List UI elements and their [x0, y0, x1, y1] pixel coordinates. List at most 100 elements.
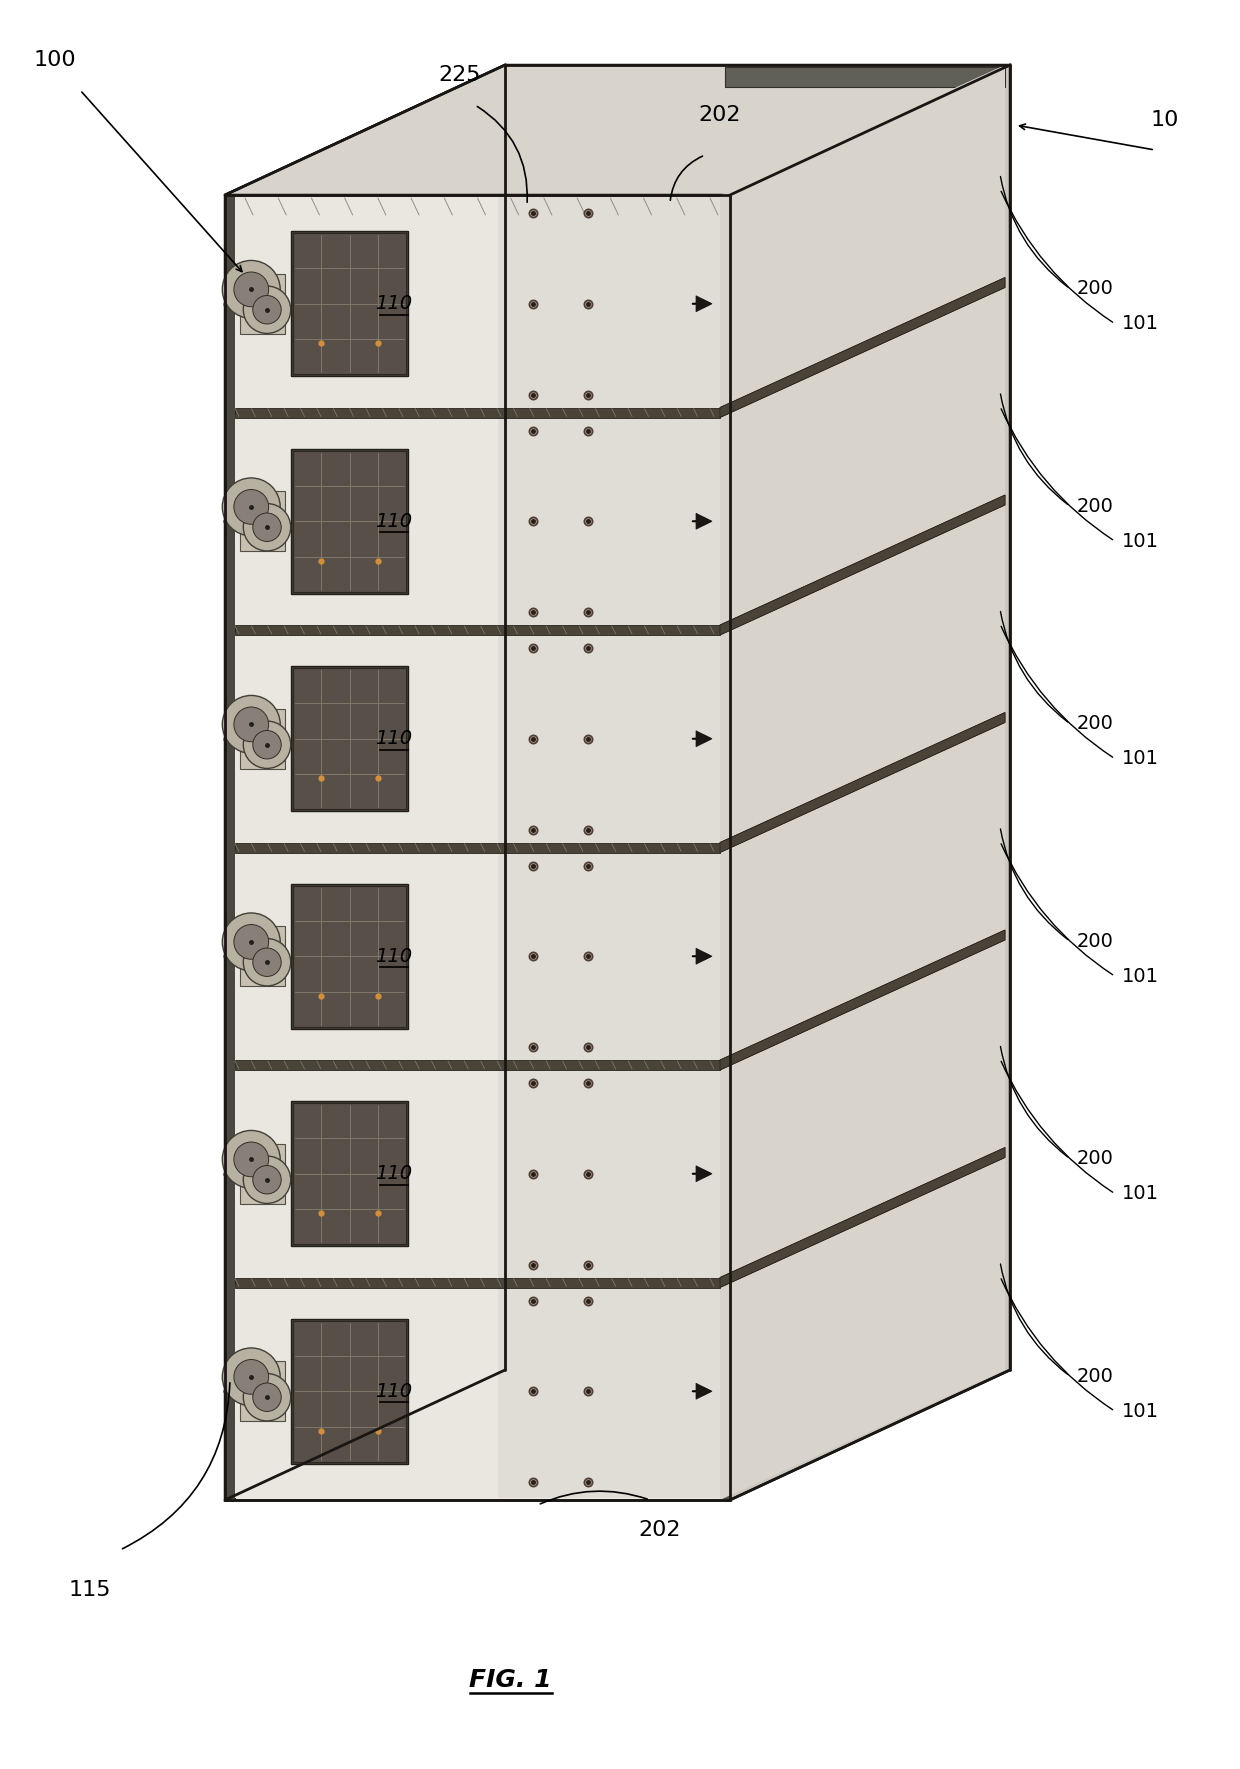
Circle shape: [253, 513, 281, 541]
Circle shape: [222, 1348, 280, 1406]
Text: 110: 110: [376, 511, 413, 531]
Polygon shape: [229, 196, 725, 218]
Polygon shape: [720, 722, 1004, 1060]
Polygon shape: [293, 1321, 407, 1461]
Text: 200: 200: [1076, 497, 1114, 517]
Circle shape: [222, 695, 280, 754]
Polygon shape: [497, 1067, 720, 1281]
Text: FIG. 1: FIG. 1: [469, 1668, 552, 1691]
Polygon shape: [696, 295, 712, 311]
Text: 110: 110: [376, 1382, 413, 1401]
Polygon shape: [236, 1284, 497, 1498]
Polygon shape: [224, 65, 1011, 195]
Polygon shape: [497, 1284, 720, 1498]
Text: 110: 110: [376, 946, 413, 966]
Circle shape: [243, 1157, 290, 1203]
Polygon shape: [696, 1166, 712, 1182]
Polygon shape: [236, 1060, 720, 1070]
Polygon shape: [236, 414, 497, 628]
Text: 101: 101: [1121, 1401, 1158, 1421]
Circle shape: [234, 490, 269, 524]
Text: 202: 202: [639, 1520, 681, 1541]
Polygon shape: [236, 1067, 497, 1281]
Polygon shape: [241, 1362, 285, 1421]
Text: 110: 110: [376, 1164, 413, 1183]
Circle shape: [253, 1166, 281, 1194]
Text: 100: 100: [33, 50, 77, 71]
Polygon shape: [720, 278, 1004, 417]
Circle shape: [253, 948, 281, 976]
Circle shape: [243, 1373, 290, 1421]
Polygon shape: [730, 65, 1011, 1500]
Text: 101: 101: [1121, 966, 1158, 985]
Text: 202: 202: [699, 104, 742, 126]
Polygon shape: [236, 842, 720, 853]
Text: 200: 200: [1076, 1150, 1114, 1168]
Circle shape: [253, 1383, 281, 1412]
Polygon shape: [720, 288, 1004, 624]
Polygon shape: [241, 492, 285, 552]
Polygon shape: [720, 713, 1004, 853]
Polygon shape: [236, 632, 497, 846]
Polygon shape: [720, 278, 1004, 417]
Polygon shape: [236, 849, 497, 1063]
Polygon shape: [224, 195, 730, 1500]
Polygon shape: [293, 1104, 407, 1244]
Text: 101: 101: [1121, 315, 1158, 333]
Text: 200: 200: [1076, 280, 1114, 299]
Text: 101: 101: [1121, 750, 1158, 768]
Circle shape: [222, 478, 280, 536]
Polygon shape: [293, 234, 407, 375]
Polygon shape: [696, 948, 712, 964]
Circle shape: [234, 925, 269, 959]
Polygon shape: [241, 274, 285, 334]
Polygon shape: [720, 713, 1004, 853]
Polygon shape: [291, 883, 408, 1030]
Polygon shape: [236, 1277, 720, 1288]
Circle shape: [243, 287, 290, 333]
Text: 200: 200: [1076, 715, 1114, 732]
Polygon shape: [725, 67, 1004, 87]
Circle shape: [222, 913, 280, 971]
Polygon shape: [720, 939, 1004, 1277]
Polygon shape: [497, 632, 720, 846]
Polygon shape: [291, 1100, 408, 1247]
Text: 225: 225: [439, 65, 481, 85]
Circle shape: [234, 708, 269, 741]
Polygon shape: [720, 495, 1004, 635]
Polygon shape: [696, 1383, 712, 1399]
Text: 115: 115: [68, 1580, 112, 1599]
Text: 110: 110: [376, 729, 413, 748]
Polygon shape: [720, 504, 1004, 842]
Polygon shape: [293, 669, 407, 810]
Circle shape: [253, 295, 281, 324]
Circle shape: [234, 1360, 269, 1394]
Circle shape: [234, 272, 269, 306]
Polygon shape: [497, 196, 720, 410]
Text: 200: 200: [1076, 1367, 1114, 1385]
Polygon shape: [224, 65, 505, 1500]
Circle shape: [243, 939, 290, 985]
Polygon shape: [291, 1318, 408, 1465]
Polygon shape: [720, 930, 1004, 1070]
Text: 10: 10: [1151, 110, 1179, 129]
Circle shape: [243, 722, 290, 768]
Polygon shape: [293, 886, 407, 1028]
Polygon shape: [696, 731, 712, 747]
Polygon shape: [236, 407, 720, 417]
Polygon shape: [720, 195, 730, 1500]
Polygon shape: [497, 849, 720, 1063]
Circle shape: [222, 1130, 280, 1189]
Polygon shape: [720, 65, 1004, 407]
Circle shape: [253, 731, 281, 759]
Polygon shape: [236, 624, 720, 635]
Polygon shape: [241, 1145, 285, 1203]
Polygon shape: [291, 667, 408, 812]
Polygon shape: [720, 1148, 1004, 1288]
Circle shape: [234, 1143, 269, 1176]
Polygon shape: [291, 449, 408, 594]
Polygon shape: [720, 930, 1004, 1070]
Polygon shape: [241, 709, 285, 770]
Circle shape: [243, 504, 290, 550]
Text: 200: 200: [1076, 932, 1114, 950]
